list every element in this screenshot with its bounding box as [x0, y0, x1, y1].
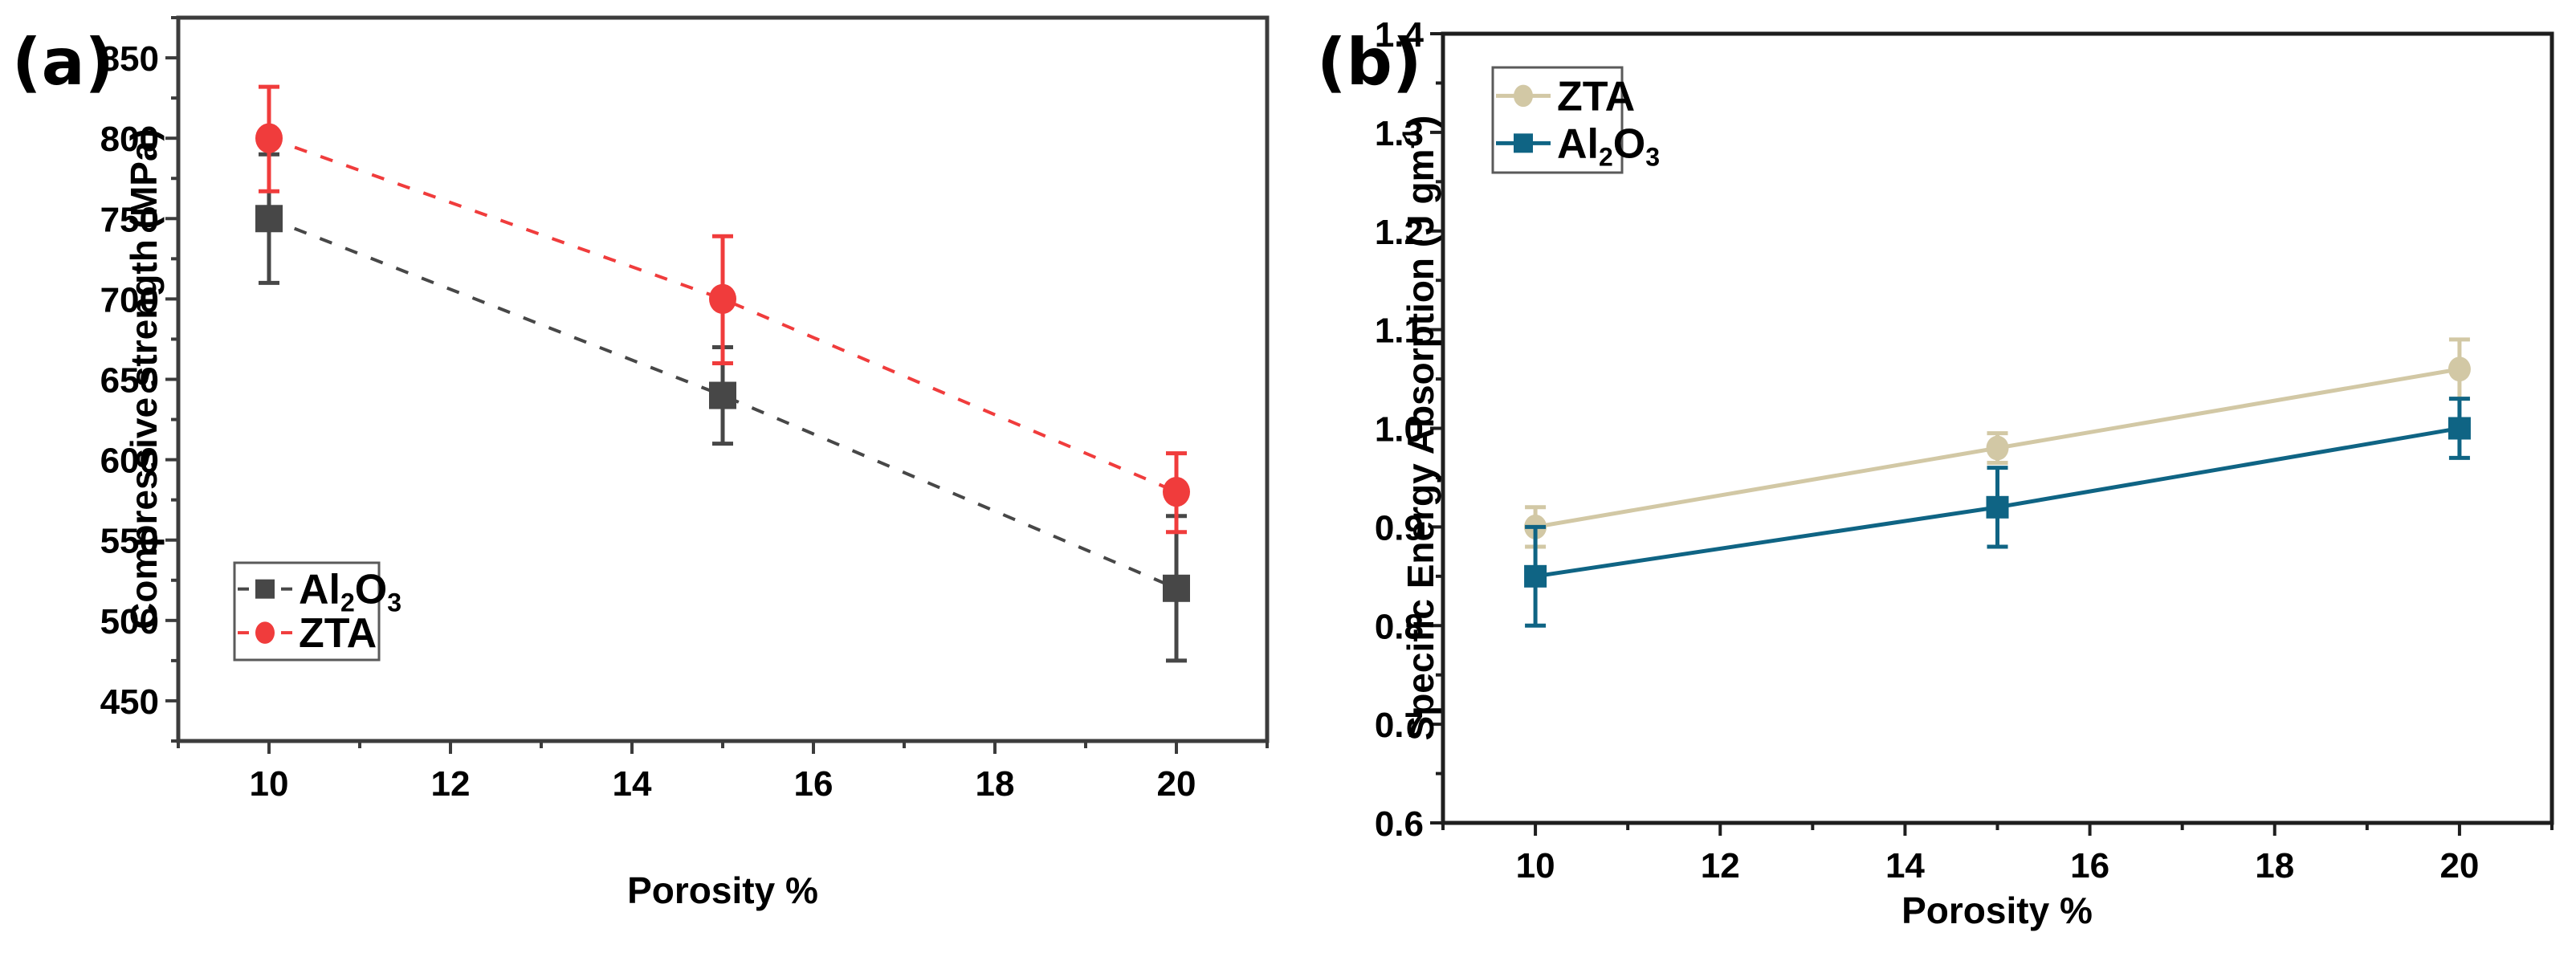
legend-box-a [233, 561, 381, 662]
legend-marker-al2o3 [1514, 133, 1533, 153]
y-axis-title-a: Compressive strength (MPa) [123, 128, 165, 629]
legend-item-al2o3-a: Al2O3 [238, 567, 401, 617]
data-point-zta [255, 123, 283, 153]
y-tick-label-b: 1.4 [1375, 15, 1425, 55]
x-tick-label-a: 18 [976, 764, 1015, 804]
y-axis-title-b-superscript: -1 [1398, 128, 1425, 149]
y-tick-label-b: 0.7 [1375, 706, 1424, 745]
data-point-al2o3 [1163, 574, 1190, 602]
x-tick-label-a: 12 [431, 764, 471, 804]
legend-marker-al2o3 [255, 579, 275, 599]
axes-b: 10 12 14 16 18 20 0.6 0.7 0.8 0.9 1.0 1.1 1.2 1.3 1.4 [1375, 15, 2554, 886]
data-point-al2o3 [255, 205, 283, 233]
series-al2o3-b [1524, 397, 2471, 628]
legend-item-al2o3-b: Al2O3 [1496, 120, 1660, 171]
plot-area-b [1524, 337, 2471, 628]
legend-marker-zta [255, 621, 275, 644]
panel-label-a: (a) [12, 25, 114, 100]
x-tick-label-b: 12 [1701, 846, 1740, 886]
plot-area-a [255, 84, 1190, 663]
series-al2o3-a [255, 152, 1190, 663]
y-tick-label-b: 1.2 [1375, 213, 1424, 252]
series-zta-a [255, 84, 1190, 535]
data-point-zta [1986, 435, 2009, 461]
y-tick-label-b: 0.6 [1375, 804, 1424, 844]
axes-a: 10 12 14 16 18 20 450 500 550 600 650 700 750 800 850 [100, 15, 1270, 804]
legend-label-zta: ZTA [1557, 73, 1635, 120]
series-zta-b [1524, 337, 2471, 549]
legend-label-al2o3: Al2O3 [1557, 120, 1660, 171]
data-point-al2o3 [1986, 495, 2009, 519]
y-tick-label-a: 800 [100, 120, 159, 159]
panel-label-b: (b) [1317, 25, 1421, 100]
legend-marker-zta [1514, 84, 1533, 108]
y-axis-title-b-main: Specific Energy Absorption (J gm [1400, 149, 1441, 741]
legend-label-al2o3: Al2O3 [299, 567, 401, 617]
y-axis-title-b-end: ) [1400, 116, 1441, 128]
data-point-zta [709, 283, 736, 315]
x-tick-label-b: 18 [2255, 846, 2294, 886]
legend-item-zta-b: ZTA [1496, 73, 1635, 120]
y-tick-label-b: 0.9 [1375, 508, 1424, 548]
y-tick-label-a: 850 [100, 39, 159, 79]
y-tick-label-b: 1.0 [1375, 410, 1424, 450]
data-point-zta [2448, 356, 2471, 382]
data-point-zta [1163, 476, 1190, 507]
x-tick-label-b: 20 [2439, 846, 2479, 886]
legend-item-zta-a: ZTA [238, 610, 377, 657]
y-tick-label-a: 650 [100, 361, 159, 401]
y-tick-label-b: 0.8 [1375, 607, 1424, 646]
legend-box-b [1491, 66, 1624, 174]
y-tick-label-a: 500 [100, 602, 159, 641]
y-tick-label-b: 1.1 [1375, 311, 1424, 351]
y-tick-label-b: 1.3 [1375, 114, 1424, 153]
x-axis-title-a: Porosity % [627, 869, 818, 911]
y-tick-label-a: 600 [100, 442, 159, 481]
x-tick-label-b: 14 [1885, 846, 1925, 886]
x-tick-label-b: 16 [2070, 846, 2109, 886]
data-point-al2o3 [709, 381, 736, 409]
data-point-al2o3 [1524, 564, 1547, 588]
y-tick-label-a: 450 [100, 682, 159, 722]
x-tick-label-a: 10 [250, 764, 289, 804]
y-tick-label-a: 700 [100, 280, 159, 320]
y-axis-title-b: Specific Energy Absorption (J gm-1) [1398, 116, 1441, 741]
x-tick-label-b: 10 [1516, 846, 1555, 886]
panel-b: (b) 10 12 14 16 18 20 0.6 0.7 0.8 0.9 1.0 1.1 1.2 1.3… [1317, 15, 2554, 931]
legend-label-zta: ZTA [299, 610, 377, 657]
data-point-al2o3 [2448, 417, 2471, 440]
x-tick-label-a: 20 [1157, 764, 1196, 804]
x-axis-title-b: Porosity % [1901, 890, 2093, 931]
y-tick-label-a: 750 [100, 200, 159, 239]
x-tick-label-a: 16 [794, 764, 834, 804]
y-tick-label-a: 550 [100, 522, 159, 561]
x-tick-label-a: 14 [613, 764, 652, 804]
panel-a: (a) 10 12 14 16 18 20 450 500 550 600 650 700 750 800… [12, 15, 1270, 911]
